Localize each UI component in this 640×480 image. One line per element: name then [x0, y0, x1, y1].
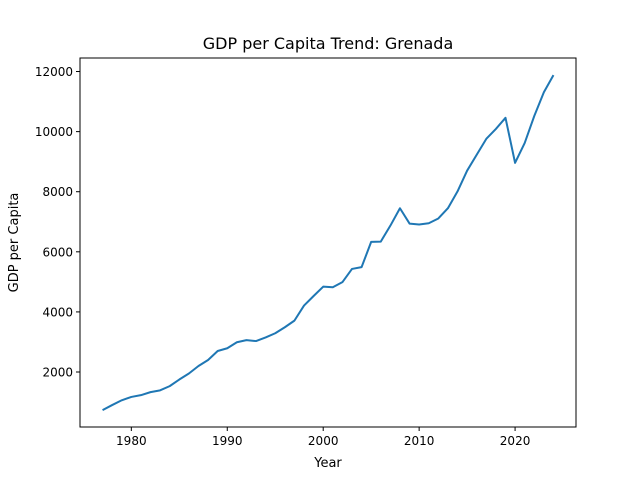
y-tick-label: 6000 — [42, 245, 73, 259]
x-tick-label: 1990 — [212, 434, 243, 448]
y-tick-label: 4000 — [42, 305, 73, 319]
axes-frame — [79, 57, 577, 428]
chart-title: GDP per Capita Trend: Grenada — [203, 34, 454, 53]
y-tick-label: 8000 — [42, 185, 73, 199]
x-tick-label: 2020 — [500, 434, 531, 448]
y-axis-ticks: 2000 4000 6000 8000 10000 12000 — [35, 65, 80, 380]
y-tick-label: 12000 — [35, 65, 73, 79]
x-axis-label: Year — [313, 456, 342, 471]
y-tick-label: 10000 — [35, 125, 73, 139]
y-tick-label: 2000 — [42, 366, 73, 380]
x-tick-label: 1980 — [116, 434, 147, 448]
gdp-per-capita-line — [102, 74, 555, 412]
x-axis-ticks: 1980 1990 2000 2010 2020 — [116, 427, 530, 448]
x-tick-label: 2010 — [404, 434, 435, 448]
y-axis-label: GDP per Capita — [7, 193, 22, 293]
x-tick-label: 2000 — [308, 434, 339, 448]
